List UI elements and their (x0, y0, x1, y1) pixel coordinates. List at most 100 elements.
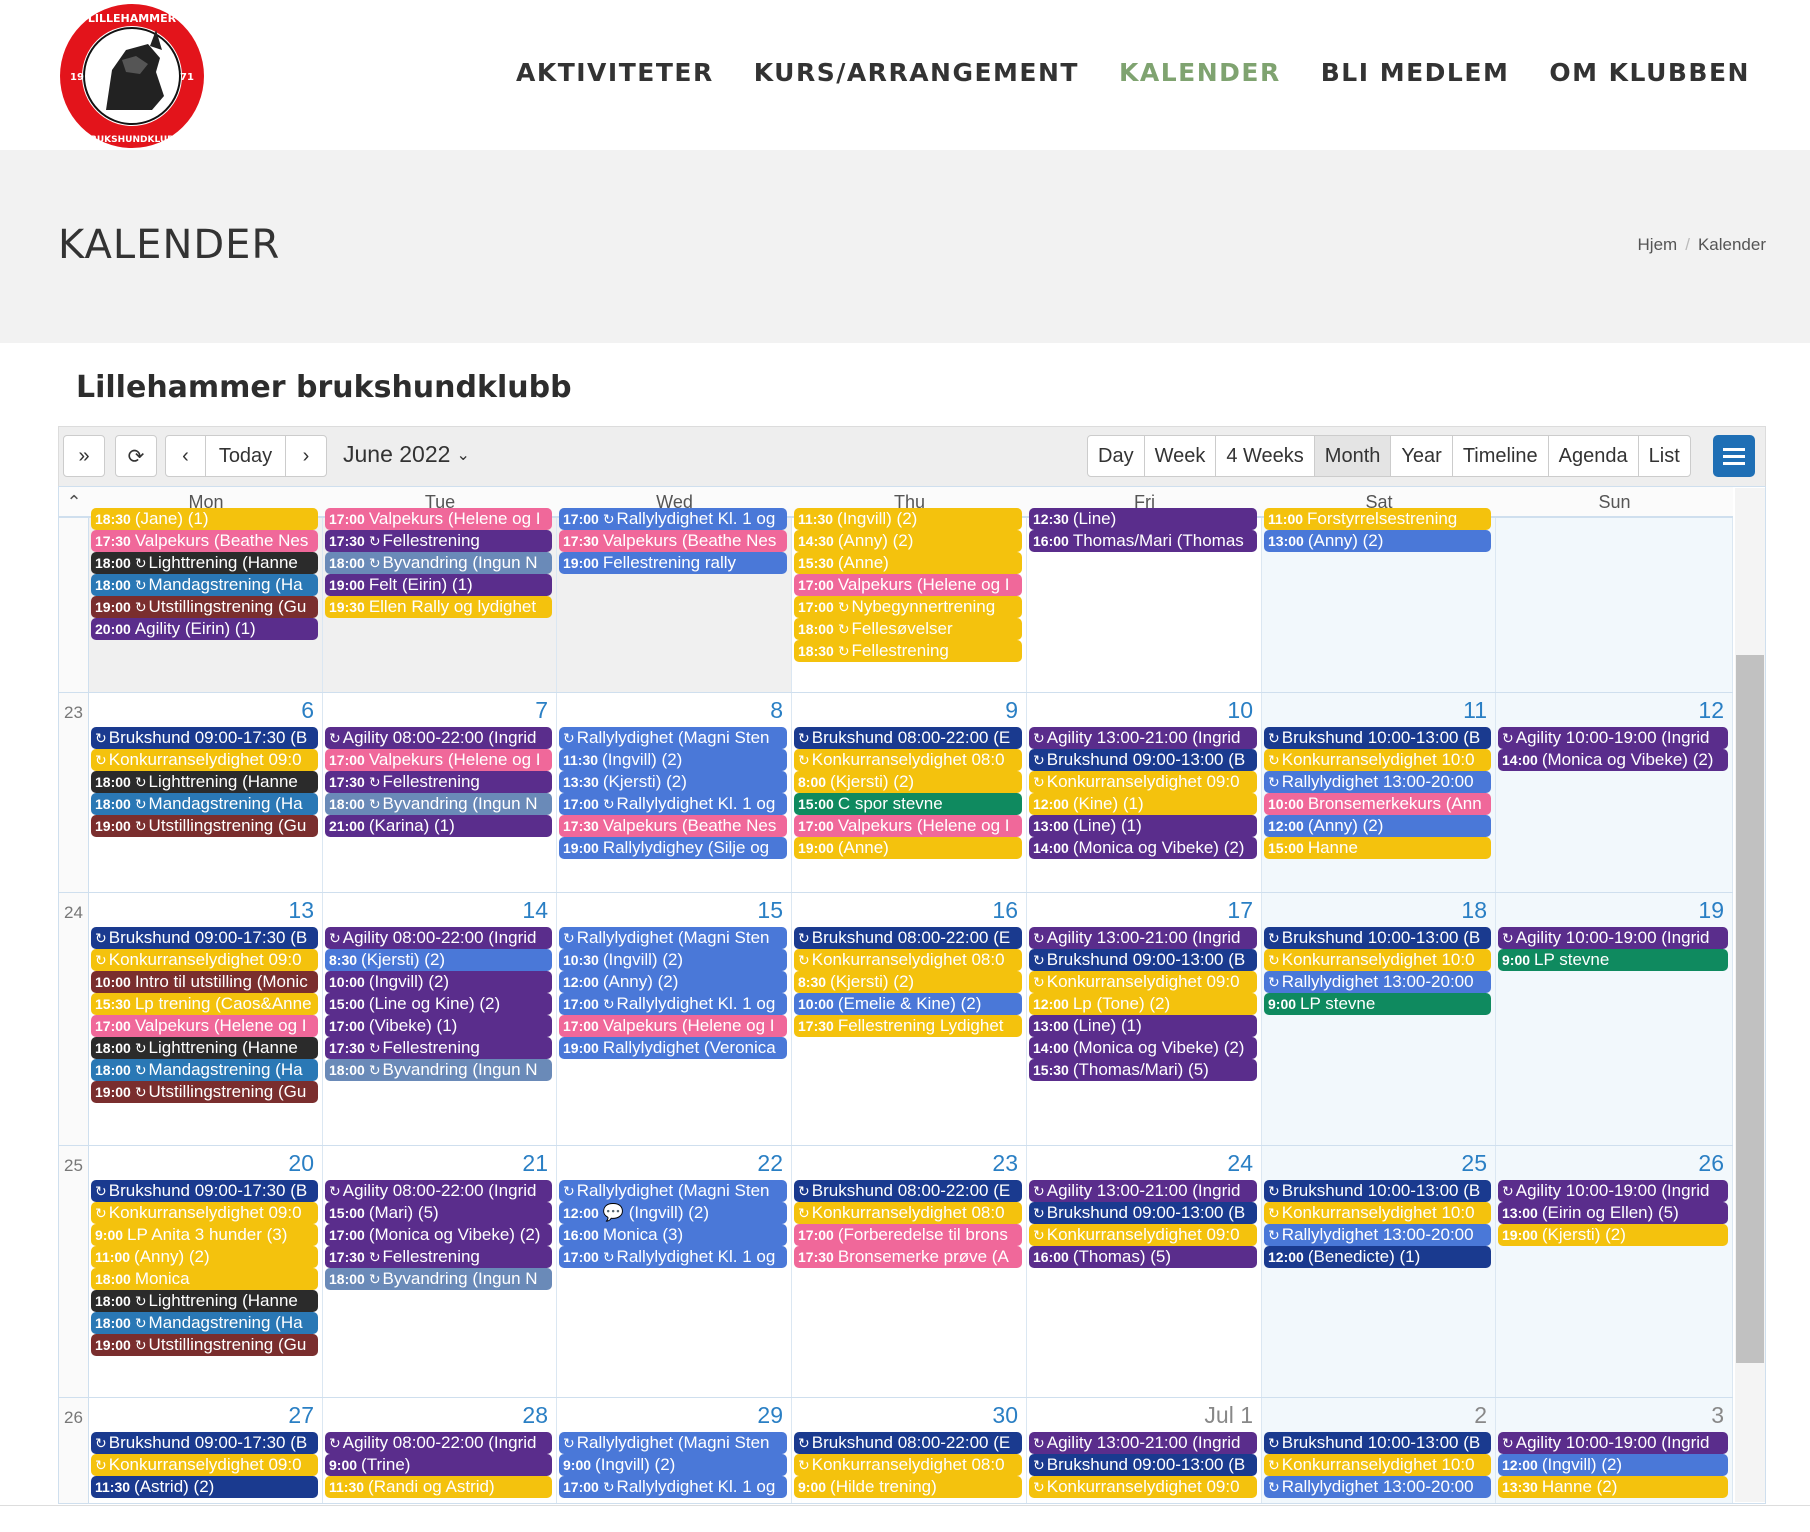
calendar-event[interactable]: 12:30 (Line) (1029, 508, 1257, 530)
calendar-event[interactable]: 9:00 (Ingvill) (2) (559, 1454, 787, 1476)
calendar-event[interactable]: 17:30 Fellestrening Lydighet (794, 1015, 1022, 1037)
day-cell[interactable]: 18 ↻ Brukshund 10:00-13:00 (B ↻ Konkurransel… (1262, 893, 1496, 1145)
calendar-event[interactable]: 10:00 Intro til utstilling (Monic (91, 971, 318, 993)
calendar-event[interactable]: ↻ Brukshund 09:00-17:30 (B (91, 727, 318, 749)
calendar-event[interactable]: 12:00 (Anny) (2) (559, 971, 787, 993)
day-cell[interactable]: 7 ↻ Agility 08:00-22:00 (Ingrid 17:00 Valpek… (323, 693, 557, 892)
calendar-event[interactable]: 14:30 (Anny) (2) (794, 530, 1022, 552)
view-week[interactable]: Week (1145, 436, 1217, 476)
calendar-event[interactable]: 19:00 ↻ Utstillingstrening (Gu (91, 1081, 318, 1103)
calendar-event[interactable]: ↻ Brukshund 08:00-22:00 (E (794, 1180, 1022, 1202)
calendar-event[interactable]: 19:00 Rallylydighet (Veronica (559, 1037, 787, 1059)
calendar-event[interactable]: ↻ Brukshund 09:00-13:00 (B (1029, 949, 1257, 971)
calendar-event[interactable]: 20:00 Agility (Eirin) (1) (91, 618, 318, 640)
day-number[interactable]: 8 (770, 697, 783, 723)
calendar-event[interactable]: 11:30 (Astrid) (2) (91, 1476, 318, 1498)
week-number[interactable]: 24 (59, 893, 89, 1145)
calendar-event[interactable]: ↻ Agility 13:00-21:00 (Ingrid (1029, 1180, 1257, 1202)
calendar-event[interactable]: 17:00 ↻ Rallylydighet Kl. 1 og (559, 793, 787, 815)
week-number[interactable]: 23 (59, 693, 89, 892)
calendar-event[interactable]: 17:00 ↻ Rallylydighet Kl. 1 og (559, 508, 787, 530)
calendar-event[interactable]: 13:00 (Line) (1) (1029, 1015, 1257, 1037)
calendar-event[interactable]: 17:00 Valpekurs (Helene og I (325, 508, 552, 530)
day-cell[interactable]: 29 ↻ Rallylydighet (Magni Sten 9:00 (Ingvill… (557, 1398, 792, 1503)
breadcrumb-home[interactable]: Hjem (1637, 235, 1678, 254)
calendar-event[interactable]: 18:00 ↻ Fellesøvelser (794, 618, 1022, 640)
calendar-event[interactable]: ↻ Konkurranselydighet 09:0 (1029, 1476, 1257, 1498)
calendar-event[interactable]: 21:00 (Karina) (1) (325, 815, 552, 837)
collapse-sidebar-button[interactable]: » (63, 435, 105, 477)
calendar-event[interactable]: 15:30 Lp trening (Caos&Anne (91, 993, 318, 1015)
calendar-event[interactable]: 16:00 Thomas/Mari (Thomas (1029, 530, 1257, 552)
day-cell[interactable]: 6 ↻ Brukshund 09:00-17:30 (B ↻ Konkurransely… (89, 693, 323, 892)
calendar-event[interactable]: ↻ Brukshund 09:00-13:00 (B (1029, 1202, 1257, 1224)
calendar-event[interactable]: 8:30 (Kjersti) (2) (794, 971, 1022, 993)
calendar-event[interactable]: 16:00 Monica (3) (559, 1224, 787, 1246)
prev-button[interactable]: ‹ (166, 436, 206, 476)
view-4-weeks[interactable]: 4 Weeks (1216, 436, 1315, 476)
day-cell[interactable]: 15 ↻ Rallylydighet (Magni Sten 10:30 (Ingvil… (557, 893, 792, 1145)
day-number[interactable]: 19 (1698, 897, 1724, 923)
calendar-event[interactable]: 12:00 (Benedicte) (1) (1264, 1246, 1491, 1268)
calendar-event[interactable]: 12:00 💬 (Ingvill) (2) (559, 1202, 787, 1224)
calendar-event[interactable]: 17:30 Bronsemerke prøve (A (794, 1246, 1022, 1268)
calendar-event[interactable]: 15:30 (Anne) (794, 552, 1022, 574)
scrollbar-thumb[interactable] (1736, 655, 1764, 1363)
calendar-event[interactable]: 17:30 Valpekurs (Beathe Nes (559, 815, 787, 837)
calendar-event[interactable]: 18:00 ↻ Byvandring (Ingun N (325, 1268, 552, 1290)
calendar-event[interactable]: 12:00 Lp (Tone) (2) (1029, 993, 1257, 1015)
day-number[interactable]: 18 (1461, 897, 1487, 923)
day-cell[interactable]: 17:00 ↻ Rallylydighet Kl. 1 og 17:30 Valpeku… (557, 508, 792, 692)
calendar-event[interactable]: 17:30 Valpekurs (Beathe Nes (91, 530, 318, 552)
menu-button[interactable] (1713, 435, 1755, 477)
calendar-event[interactable]: 14:00 (Monica og Vibeke) (2) (1029, 837, 1257, 859)
day-number[interactable]: 15 (757, 897, 783, 923)
view-list[interactable]: List (1648, 444, 1680, 467)
day-cell[interactable]: 9 ↻ Brukshund 08:00-22:00 (E ↻ Konkurransely… (792, 693, 1027, 892)
calendar-event[interactable]: 19:00 ↻ Utstillingstrening (Gu (91, 1334, 318, 1356)
day-cell[interactable]: 3 ↻ Agility 10:00-19:00 (Ingrid 12:00 (Ingvi… (1496, 1398, 1733, 1503)
day-number[interactable]: 27 (288, 1402, 314, 1428)
calendar-event[interactable]: 17:00 (Forberedelse til brons (794, 1224, 1022, 1246)
calendar-event[interactable]: ↻ Brukshund 08:00-22:00 (E (794, 1432, 1022, 1454)
day-cell[interactable]: 17 ↻ Agility 13:00-21:00 (Ingrid ↻ Brukshund… (1027, 893, 1262, 1145)
week-number[interactable] (59, 518, 89, 692)
nav-aktiviteter[interactable]: AKTIVITETER (515, 58, 714, 87)
day-cell[interactable]: 14 ↻ Agility 08:00-22:00 (Ingrid 8:30 (Kjers… (323, 893, 557, 1145)
calendar-event[interactable]: 17:30 ↻ Fellestrening (325, 771, 552, 793)
calendar-event[interactable]: ↻ Rallylydighet (Magni Sten (559, 727, 787, 749)
day-cell[interactable]: 20 ↻ Brukshund 09:00-17:30 (B ↻ Konkurransel… (89, 1146, 323, 1397)
day-number[interactable]: 30 (992, 1402, 1018, 1428)
day-number[interactable]: 14 (522, 897, 548, 923)
calendar-event[interactable]: 13:00 (Line) (1) (1029, 815, 1257, 837)
day-number[interactable]: 20 (288, 1150, 314, 1176)
day-number[interactable]: 7 (535, 697, 548, 723)
day-cell[interactable]: 2 ↻ Brukshund 10:00-13:00 (B ↻ Konkurransely… (1262, 1398, 1496, 1503)
calendar-event[interactable]: 17:30 ↻ Fellestrening (325, 1246, 552, 1268)
day-cell[interactable]: 30 ↻ Brukshund 08:00-22:00 (E ↻ Konkurransel… (792, 1398, 1027, 1503)
calendar-event[interactable]: ↻ Konkurranselydighet 09:0 (91, 1454, 318, 1476)
day-cell[interactable]: 13 ↻ Brukshund 09:00-17:30 (B ↻ Konkurransel… (89, 893, 323, 1145)
calendar-event[interactable]: 15:00 Hanne (1264, 837, 1491, 859)
day-number[interactable]: 28 (522, 1402, 548, 1428)
calendar-event[interactable]: 10:30 (Ingvill) (2) (559, 949, 787, 971)
calendar-event[interactable]: 11:00 (Anny) (2) (91, 1246, 318, 1268)
week-number[interactable]: 26 (59, 1398, 89, 1503)
day-number[interactable]: 23 (992, 1150, 1018, 1176)
calendar-event[interactable]: ↻ Brukshund 09:00-17:30 (B (91, 1180, 318, 1202)
calendar-event[interactable]: 17:00 Valpekurs (Helene og I (794, 574, 1022, 596)
calendar-event[interactable]: ↻ Konkurranselydighet 09:0 (1029, 771, 1257, 793)
calendar-event[interactable]: 10:00 (Ingvill) (2) (325, 971, 552, 993)
calendar-event[interactable]: 9:00 (Trine) (325, 1454, 552, 1476)
calendar-event[interactable]: 11:00 Forstyrrelsestrening (1264, 508, 1491, 530)
calendar-event[interactable]: 18:30 (Jane) (1) (91, 508, 318, 530)
next-button[interactable]: › (286, 436, 326, 476)
calendar-event[interactable]: 17:00 (Vibeke) (1) (325, 1015, 552, 1037)
day-cell[interactable]: 19 ↻ Agility 10:00-19:00 (Ingrid 9:00 LP ste… (1496, 893, 1733, 1145)
day-cell[interactable]: 8 ↻ Rallylydighet (Magni Sten 11:30 (Ingvill… (557, 693, 792, 892)
calendar-event[interactable]: 17:00 ↻ Rallylydighet Kl. 1 og (559, 993, 787, 1015)
calendar-event[interactable]: ↻ Agility 08:00-22:00 (Ingrid (325, 1432, 552, 1454)
calendar-event[interactable]: 17:30 Valpekurs (Beathe Nes (559, 530, 787, 552)
day-cell[interactable]: 11 ↻ Brukshund 10:00-13:00 (B ↻ Konkurransel… (1262, 693, 1496, 892)
calendar-event[interactable]: 9:00 LP stevne (1498, 949, 1728, 971)
